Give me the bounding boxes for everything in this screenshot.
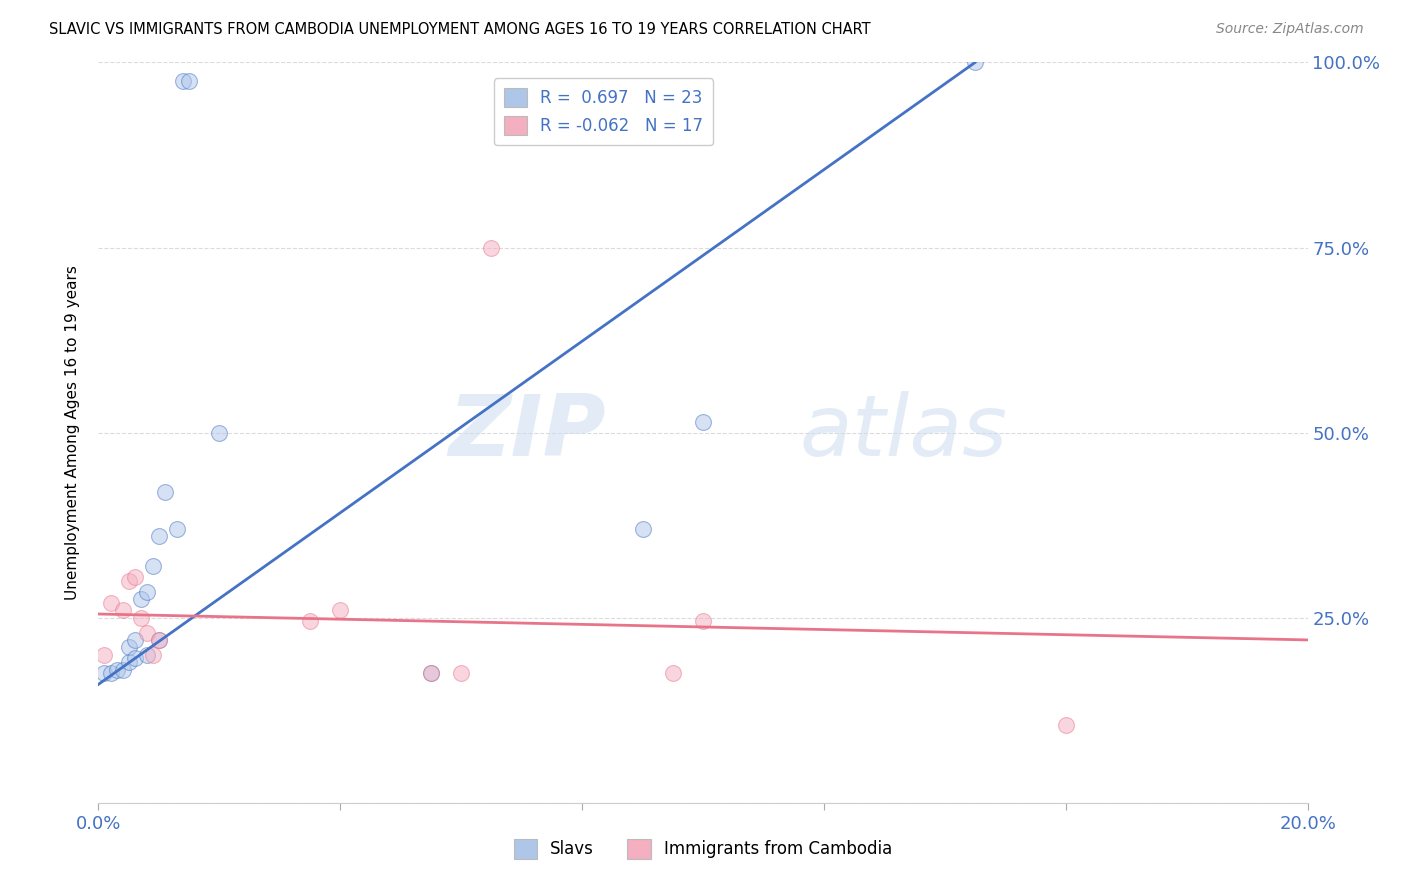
Point <box>208 425 231 440</box>
Point <box>124 632 146 647</box>
Point <box>111 603 134 617</box>
Point <box>93 666 115 681</box>
Point <box>105 663 128 677</box>
Point <box>148 632 170 647</box>
Point <box>135 648 157 662</box>
Point <box>692 615 714 629</box>
Point <box>420 666 443 681</box>
Point <box>148 529 170 543</box>
Point <box>100 666 122 681</box>
Point <box>100 596 122 610</box>
Point <box>299 615 322 629</box>
Point <box>481 240 503 255</box>
Y-axis label: Unemployment Among Ages 16 to 19 years: Unemployment Among Ages 16 to 19 years <box>65 265 80 600</box>
Text: atlas: atlas <box>800 391 1008 475</box>
Point <box>111 663 134 677</box>
Point <box>118 574 141 588</box>
Legend: Slavs, Immigrants from Cambodia: Slavs, Immigrants from Cambodia <box>503 830 903 869</box>
Point <box>631 522 654 536</box>
Text: ZIP: ZIP <box>449 391 606 475</box>
Point <box>661 666 683 681</box>
Point <box>118 640 141 655</box>
Point <box>142 558 165 573</box>
Point <box>450 666 472 681</box>
Point <box>172 74 194 88</box>
Point <box>166 522 188 536</box>
Point <box>179 74 201 88</box>
Text: SLAVIC VS IMMIGRANTS FROM CAMBODIA UNEMPLOYMENT AMONG AGES 16 TO 19 YEARS CORREL: SLAVIC VS IMMIGRANTS FROM CAMBODIA UNEMP… <box>49 22 870 37</box>
Point <box>965 55 987 70</box>
Point <box>124 651 146 665</box>
Text: Source: ZipAtlas.com: Source: ZipAtlas.com <box>1216 22 1364 37</box>
Point <box>1054 718 1077 732</box>
Point <box>135 625 157 640</box>
Point <box>135 584 157 599</box>
Point <box>148 632 170 647</box>
Point <box>93 648 115 662</box>
Point <box>420 666 443 681</box>
Point <box>153 484 176 499</box>
Point <box>329 603 352 617</box>
Point <box>142 648 165 662</box>
Point <box>129 610 152 624</box>
Point <box>124 570 146 584</box>
Point <box>129 592 152 607</box>
Point <box>118 655 141 669</box>
Point <box>692 415 714 429</box>
